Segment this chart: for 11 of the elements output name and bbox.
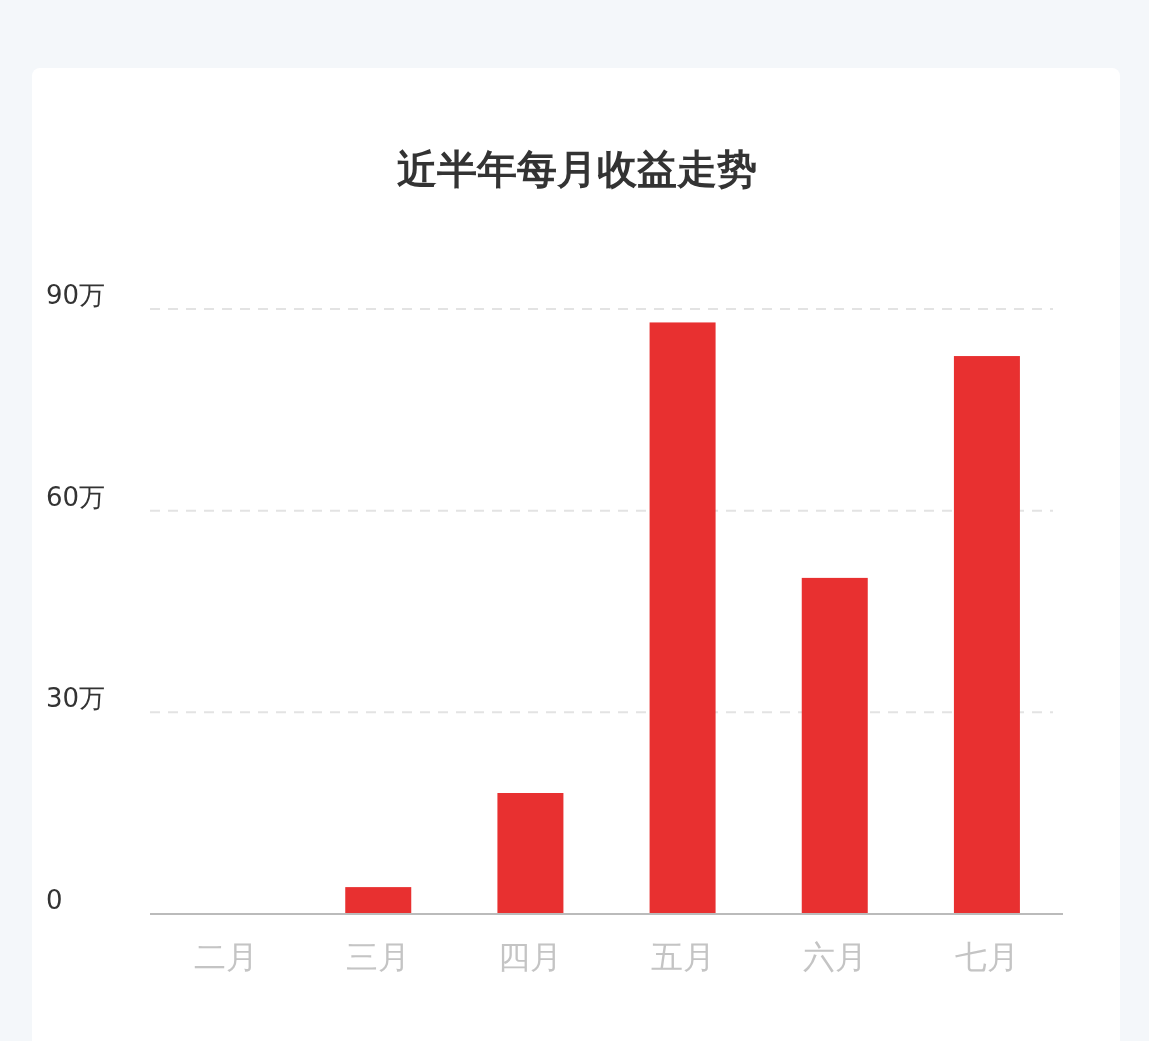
x-tick-label: 二月: [194, 938, 259, 976]
y-tick-label: 30万: [46, 683, 106, 714]
x-tick-label: 七月: [954, 938, 1019, 976]
x-tick-label: 五月: [650, 938, 715, 976]
y-tick-label: 90万: [46, 280, 106, 310]
x-tick-label: 四月: [498, 938, 563, 976]
chart-title: 近半年每月收益走势: [397, 146, 757, 192]
y-tick-label: 0: [46, 885, 63, 915]
y-tick-label: 60万: [46, 481, 106, 512]
x-tick-label: 六月: [802, 938, 867, 976]
x-tick-label: 三月: [346, 938, 411, 976]
